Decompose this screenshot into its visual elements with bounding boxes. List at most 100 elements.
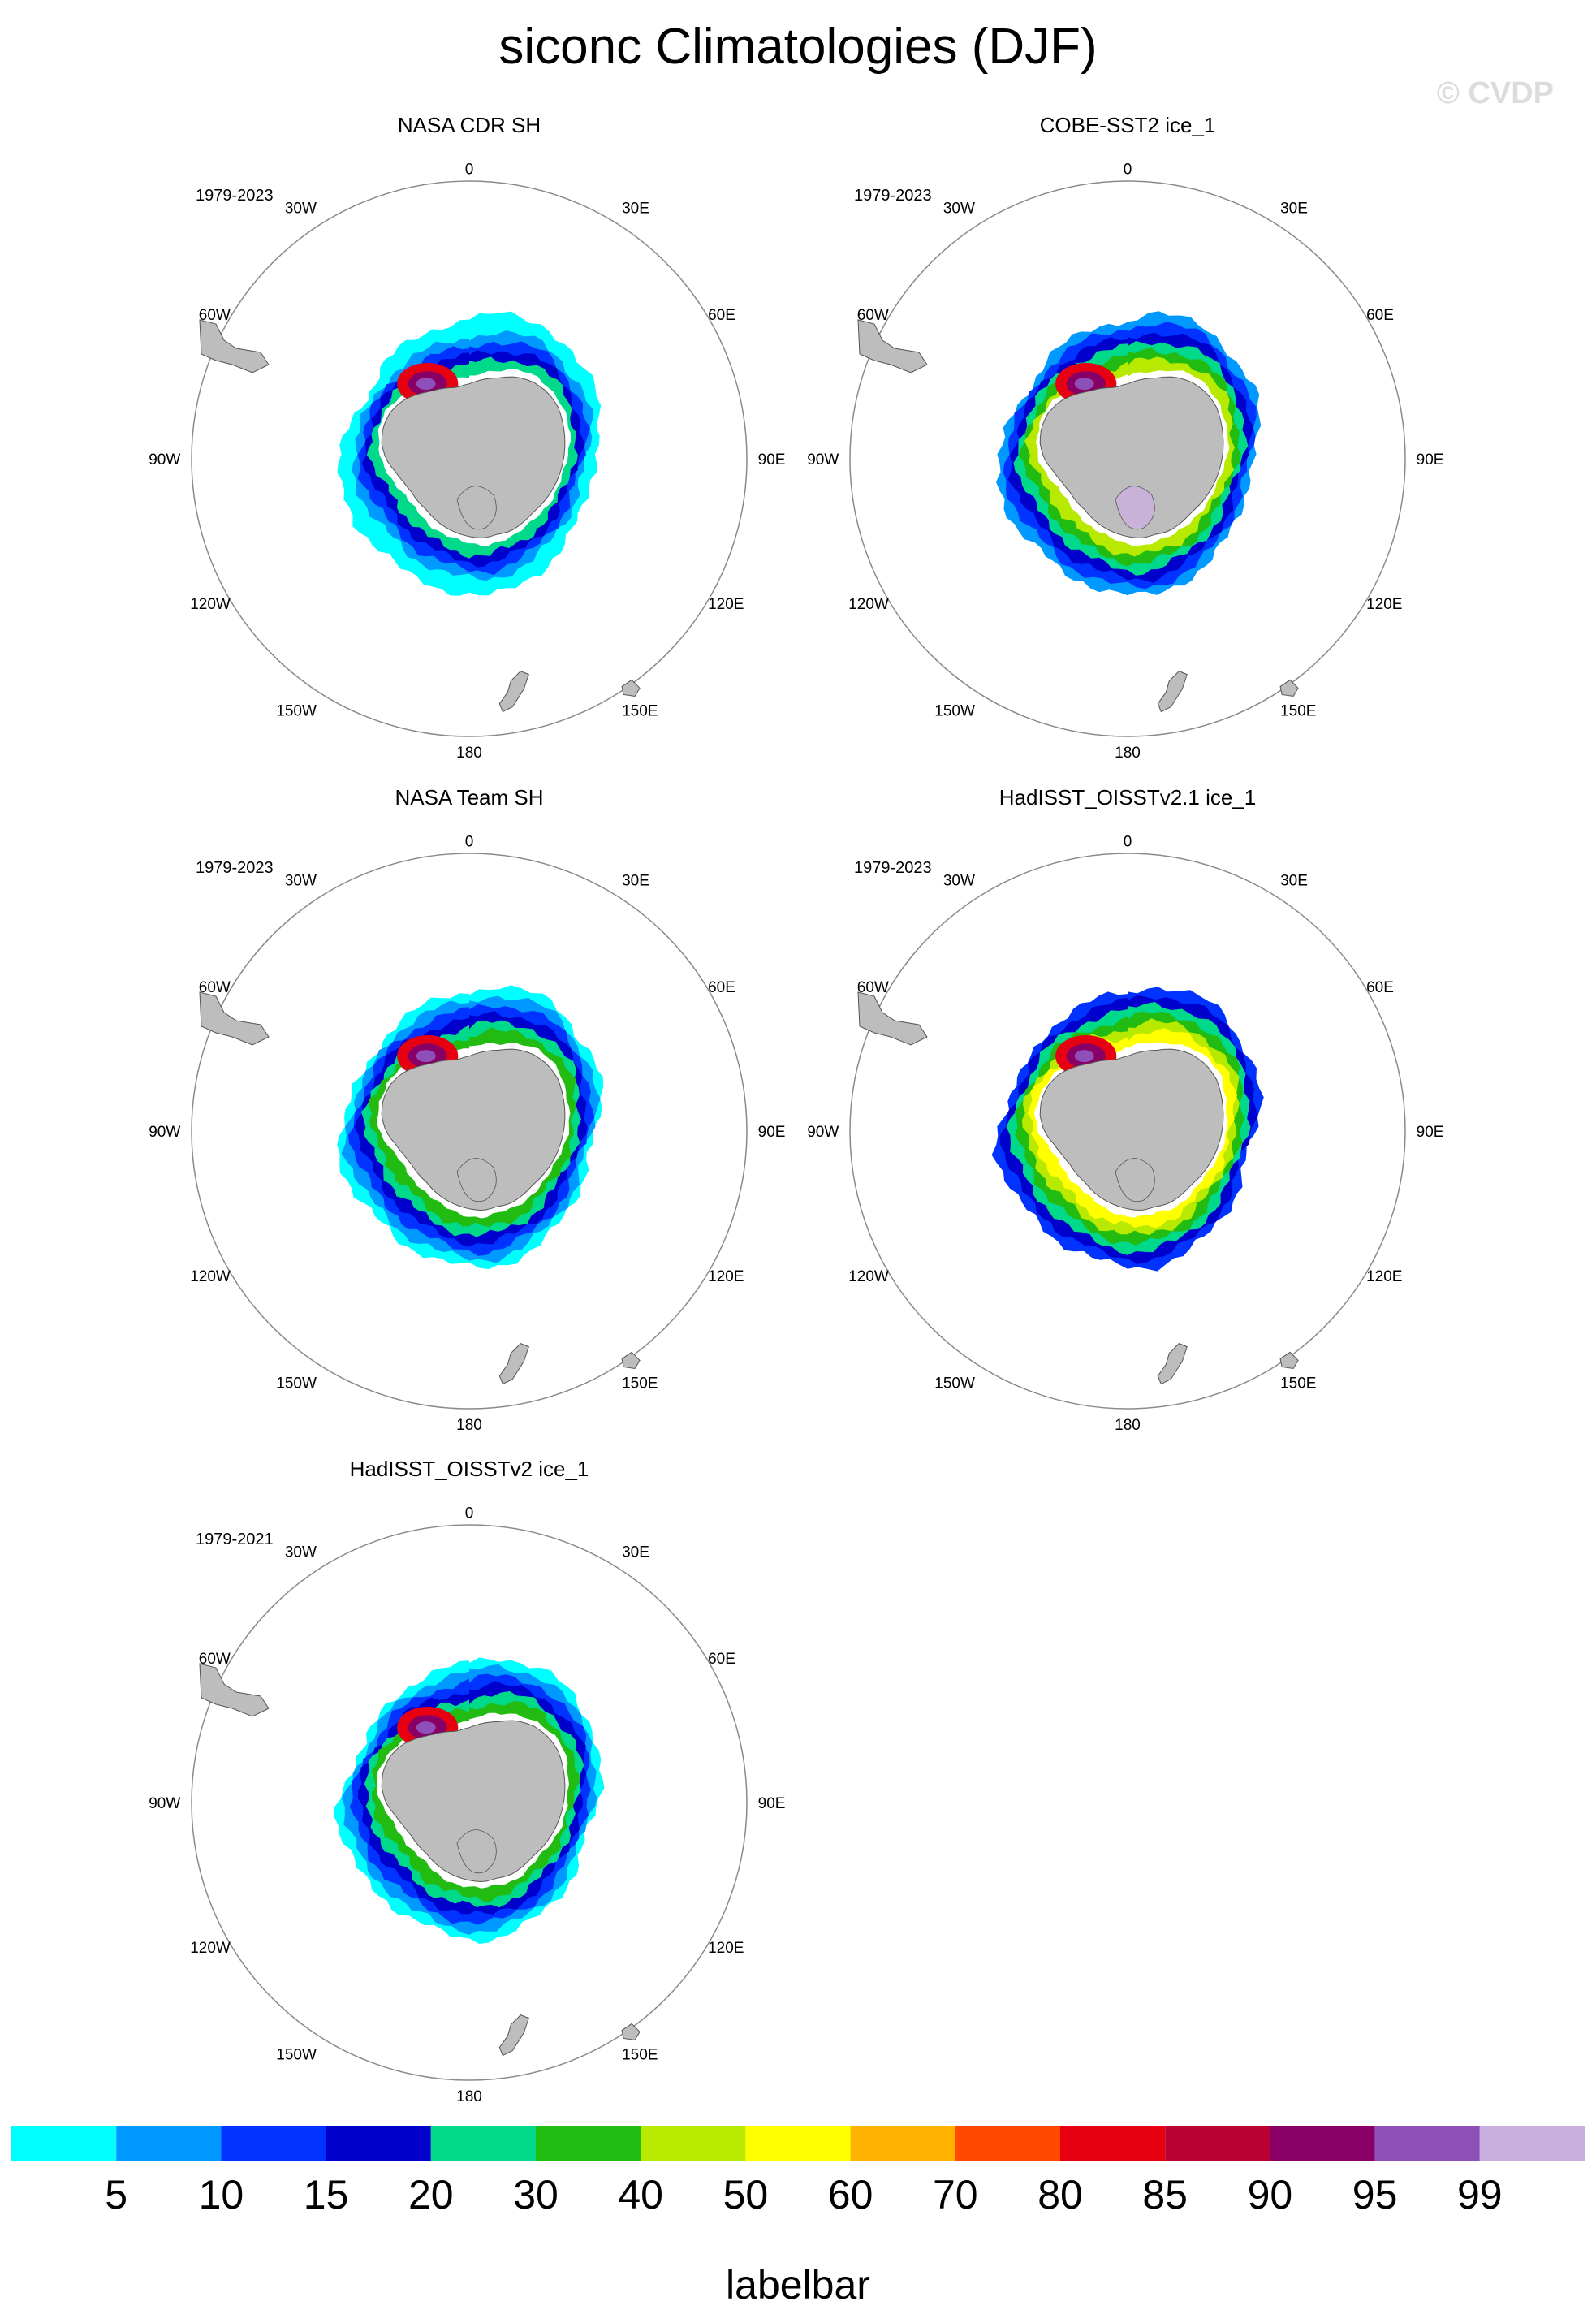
- longitude-label: 120E: [708, 1940, 744, 1957]
- labelbar-swatch: [326, 2126, 431, 2161]
- longitude-label: 90W: [149, 1124, 180, 1141]
- longitude-label: 30E: [622, 1544, 649, 1561]
- longitude-label: 30E: [622, 200, 649, 217]
- labelbar-tick-label: 5: [105, 2172, 127, 2217]
- longitude-label: 30W: [285, 1544, 317, 1561]
- longitude-label: 120E: [1366, 1268, 1402, 1285]
- labelbar-swatch: [850, 2126, 955, 2161]
- longitude-label: 30E: [1280, 200, 1308, 217]
- longitude-label: 60E: [708, 1651, 735, 1668]
- longitude-label: 0: [465, 834, 474, 851]
- labelbar-tick-label: 95: [1352, 2172, 1398, 2217]
- map-panel: NASA Team SH 1979-2023 0 30E 60E 90E 120E 150E 1…: [149, 785, 785, 1434]
- longitude-label: 150W: [934, 1375, 975, 1392]
- labelbar-swatch: [11, 2126, 117, 2161]
- weddell-peak: [416, 1721, 436, 1734]
- longitude-label: 90E: [758, 451, 786, 468]
- panel-period: 1979-2021: [196, 1531, 274, 1548]
- longitude-label: 0: [465, 162, 474, 179]
- longitude-label: 60E: [1366, 307, 1394, 324]
- labelbar-swatch: [641, 2126, 746, 2161]
- labelbar-tick-label: 99: [1457, 2172, 1503, 2217]
- cvdp-watermark: © CVDP: [1436, 76, 1554, 110]
- longitude-label: 180: [1115, 745, 1141, 762]
- longitude-label: 90E: [1417, 1124, 1444, 1141]
- longitude-label: 30W: [285, 872, 317, 889]
- panel-title: HadISST_OISSTv2 ice_1: [350, 1457, 589, 1481]
- longitude-label: 120E: [708, 596, 744, 613]
- labelbar-tick-label: 60: [828, 2172, 873, 2217]
- longitude-label: 90W: [807, 1124, 839, 1141]
- labelbar-tick-label: 15: [304, 2172, 349, 2217]
- panel-period: 1979-2023: [196, 859, 274, 877]
- south-america-land: [857, 319, 928, 373]
- ross-ice-shelf: [1115, 1158, 1155, 1202]
- panel-title: NASA CDR SH: [398, 113, 541, 137]
- antarctica-landmass: [1039, 376, 1224, 539]
- south-america-land: [199, 1663, 270, 1717]
- new-zealand-land: [1157, 671, 1188, 713]
- labelbar: 5 10 15 20 30 40 50 60 70 80 85 90 95 99: [11, 2126, 1585, 2217]
- weddell-peak: [1074, 378, 1094, 391]
- longitude-label: 120W: [190, 1268, 231, 1285]
- longitude-label: 60W: [857, 979, 889, 996]
- panel-title: NASA Team SH: [395, 785, 543, 810]
- longitude-label: 150E: [622, 2047, 658, 2064]
- longitude-label: 120W: [190, 1940, 231, 1957]
- longitude-label: 30E: [622, 872, 649, 889]
- new-zealand-land: [498, 1343, 529, 1385]
- labelbar-swatch: [1165, 2126, 1270, 2161]
- longitude-label: 60W: [857, 307, 889, 324]
- map-panel: HadISST_OISSTv2 ice_1 1979-2021 0 30E 60E 90E…: [149, 1457, 785, 2105]
- longitude-label: 0: [1124, 834, 1132, 851]
- weddell-peak: [416, 378, 436, 391]
- longitude-label: 180: [456, 2088, 482, 2105]
- labelbar-swatch: [745, 2126, 851, 2161]
- longitude-label: 90E: [1417, 451, 1444, 468]
- panel-title: HadISST_OISSTv2.1 ice_1: [999, 785, 1256, 810]
- longitude-label: 120W: [848, 596, 889, 613]
- longitude-label: 90E: [758, 1795, 786, 1812]
- south-america-land: [199, 991, 270, 1046]
- longitude-label: 180: [456, 1417, 482, 1434]
- longitude-label: 150E: [622, 703, 658, 720]
- labelbar-tick-label: 85: [1142, 2172, 1188, 2217]
- longitude-label: 120E: [1366, 596, 1402, 613]
- tasmania-land: [621, 1351, 641, 1369]
- longitude-label: 30E: [1280, 872, 1308, 889]
- new-zealand-land: [498, 671, 529, 713]
- longitude-label: 150W: [276, 703, 317, 720]
- labelbar-swatch: [1479, 2126, 1585, 2161]
- tasmania-land: [1279, 1351, 1299, 1369]
- longitude-label: 150W: [934, 703, 975, 720]
- map-boundary-circle: [191, 853, 748, 1410]
- longitude-label: 60E: [1366, 979, 1394, 996]
- ross-ice-shelf: [1115, 486, 1155, 530]
- longitude-label: 120E: [708, 1268, 744, 1285]
- longitude-label: 90W: [149, 451, 180, 468]
- longitude-label: 30W: [943, 872, 975, 889]
- labelbar-swatch: [221, 2126, 326, 2161]
- weddell-peak: [1074, 1050, 1094, 1063]
- longitude-label: 0: [1124, 162, 1132, 179]
- labelbar-swatch: [955, 2126, 1060, 2161]
- ross-ice-shelf: [456, 486, 497, 530]
- longitude-label: 120W: [190, 596, 231, 613]
- longitude-label: 120W: [848, 1268, 889, 1285]
- longitude-label: 150E: [1280, 1375, 1316, 1392]
- longitude-label: 60E: [708, 979, 735, 996]
- tasmania-land: [621, 2023, 641, 2040]
- labelbar-tick-label: 10: [199, 2172, 244, 2217]
- map-boundary-circle: [849, 853, 1406, 1410]
- panel-period: 1979-2023: [196, 187, 274, 205]
- labelbar-swatch: [536, 2126, 641, 2161]
- longitude-label: 0: [465, 1505, 474, 1522]
- labelbar-swatch: [1060, 2126, 1166, 2161]
- antarctica-landmass: [1039, 1048, 1224, 1211]
- tasmania-land: [621, 679, 641, 697]
- weddell-peak: [416, 1050, 436, 1063]
- longitude-label: 150W: [276, 1375, 317, 1392]
- map-panel: HadISST_OISSTv2.1 ice_1 1979-2023 0 30E 60E 9…: [807, 785, 1443, 1434]
- labelbar-swatch: [116, 2126, 222, 2161]
- longitude-label: 60W: [199, 1651, 231, 1668]
